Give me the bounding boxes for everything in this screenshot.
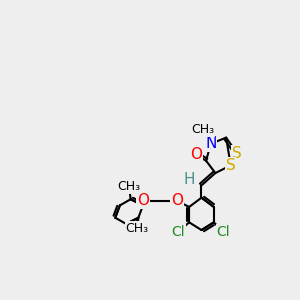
Text: N: N <box>205 136 216 151</box>
Text: H: H <box>183 172 195 187</box>
Text: CH₃: CH₃ <box>125 222 148 235</box>
Text: CH₃: CH₃ <box>118 180 141 194</box>
Text: O: O <box>171 193 183 208</box>
Text: S: S <box>226 158 236 173</box>
Text: S: S <box>232 146 242 160</box>
Text: Cl: Cl <box>216 225 230 238</box>
Text: Cl: Cl <box>172 225 185 238</box>
Text: O: O <box>190 147 202 162</box>
Text: O: O <box>137 193 149 208</box>
Text: CH₃: CH₃ <box>191 123 214 136</box>
